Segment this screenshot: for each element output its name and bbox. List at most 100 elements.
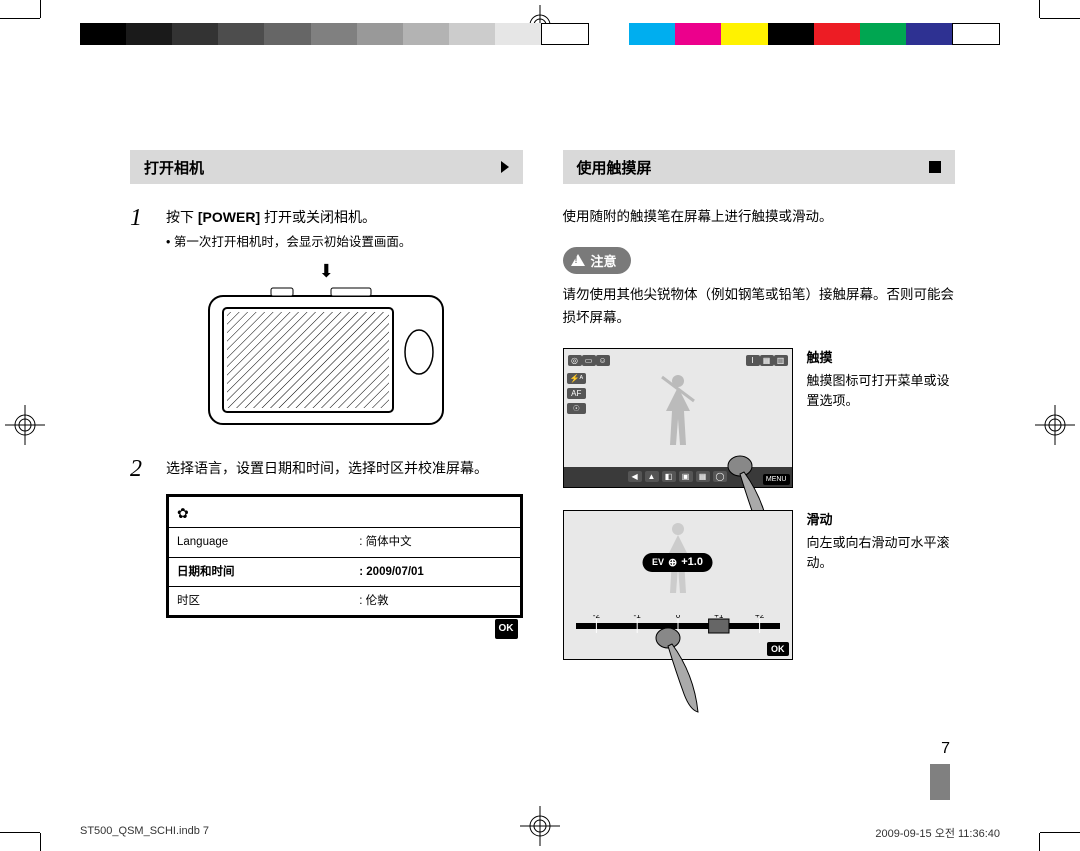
warning-icon [571,254,585,266]
intro-text: 使用随附的触摸笔在屏幕上进行触摸或滑动。 [563,206,956,229]
stylus-icon [654,624,702,714]
right-column: 使用触摸屏 使用随附的触摸笔在屏幕上进行触摸或滑动。 注意 请勿使用其他尖锐物体… [563,150,956,771]
crop-mark [40,0,41,18]
gear-icon: ✿ [169,497,520,528]
footer-right: 2009-09-15 오전 11:36:40 [875,825,1000,841]
touch-desc: 触摸 触摸图标可打开菜单或设置选项。 [807,348,956,412]
slide-title: 滑动 [807,510,956,531]
crop-mark [1039,0,1040,18]
text: 打开或关闭相机。 [260,209,376,225]
lcd-touch: ◎▭☺ I▦▥ ⚡ᴬAF☉ ◀▲◧▣▦◯ MENU [563,348,793,488]
crop-mark [1040,18,1080,19]
caution-label: 注意 [591,251,617,270]
settings-table: Language: 简体中文日期和时间: 2009/07/01时区: 伦敦 [169,528,520,615]
step-body: 按下 [POWER] 打开或关闭相机。 • 第一次打开相机时，会显示初始设置画面… [166,206,523,252]
down-arrow-icon: ⬇ [130,262,523,280]
crop-mark [0,832,40,833]
camera-illustration: ⬇ [130,262,523,437]
svg-text:+2: +2 [754,615,764,620]
settings-row: 时区: 伦敦 [169,586,520,615]
swatch [629,23,675,45]
ev-badge: EV ⊕+1.0 [642,553,713,572]
step-sub-text: • 第一次打开相机时，会显示初始设置画面。 [166,232,523,252]
lcd-icon: ▦ [760,355,774,366]
slide-example: EV ⊕+1.0 -2-10+1+2 OK [563,510,956,660]
settings-label: Language [169,528,351,557]
caution-badge: 注意 [563,247,631,274]
svg-text:-1: -1 [633,615,641,620]
crop-mark [1039,833,1040,851]
settings-label: 时区 [169,586,351,615]
page-tab [930,764,950,800]
step-main-text: 选择语言，设置日期和时间，选择时区并校准屏幕。 [166,457,523,479]
swatch [675,23,721,45]
lcd-icon: I [746,355,760,366]
touch-example: ◎▭☺ I▦▥ ⚡ᴬAF☉ ◀▲◧▣▦◯ MENU [563,348,956,488]
step-1: 1 按下 [POWER] 打开或关闭相机。 • 第一次打开相机时，会显示初始设置… [130,206,523,252]
lcd-left-icons: ⚡ᴬ AF ☉ [567,373,587,414]
swatch [403,23,449,45]
step-main-text: 按下 [POWER] 打开或关闭相机。 [166,206,523,228]
printer-color-bar [80,23,1000,45]
registration-mark [5,405,45,445]
swatch [311,23,357,45]
lcd-icon: ▭ [582,355,596,366]
settings-value: : 2009/07/01 [351,557,519,586]
step-body: 选择语言，设置日期和时间，选择时区并校准屏幕。 ✿ Language: 简体中文… [166,457,523,618]
settings-value: : 伦敦 [351,586,519,615]
print-footer: ST500_QSM_SCHI.indb 7 2009-09-15 오전 11:3… [80,825,1000,841]
crop-mark [0,18,40,19]
swatch [814,23,860,45]
svg-text:0: 0 [675,615,680,620]
settings-screen: ✿ Language: 简体中文日期和时间: 2009/07/01时区: 伦敦 … [166,494,523,619]
swatch [721,23,767,45]
ok-badge: OK [767,642,789,656]
settings-row: 日期和时间: 2009/07/01 [169,557,520,586]
step-number: 2 [130,457,152,618]
ev-label: EV [652,557,664,567]
swatch [172,23,218,45]
page-number: 7 [941,740,950,758]
camera-svg [201,282,451,432]
footer-left: ST500_QSM_SCHI.indb 7 [80,825,209,841]
settings-value: : 简体中文 [351,528,519,557]
step-number: 1 [130,206,152,252]
registration-mark [1035,405,1075,445]
swatch [495,23,541,45]
slide-text: 向左或向右滑动可水平滚动。 [807,533,956,575]
page-content: 打开相机 1 按下 [POWER] 打开或关闭相机。 • 第一次打开相机时，会显… [130,150,955,771]
crop-mark [1040,832,1080,833]
slide-desc: 滑动 向左或向右滑动可水平滚动。 [807,510,956,574]
swatch [218,23,264,45]
crop-mark [40,833,41,851]
swatch [80,23,126,45]
section-header-power-on: 打开相机 [130,150,523,184]
section-title: 打开相机 [144,157,204,178]
ok-badge: OK [495,619,518,639]
lcd-icon: ☺ [596,355,610,366]
lcd-icon: ▲ [645,471,659,482]
settings-row: Language: 简体中文 [169,528,520,557]
stop-icon [929,161,941,173]
left-column: 打开相机 1 按下 [POWER] 打开或关闭相机。 • 第一次打开相机时，会显… [130,150,523,771]
section-title: 使用触摸屏 [577,157,652,178]
text: 按下 [166,209,198,225]
swatch [449,23,495,45]
lcd-icon: ☉ [567,403,587,414]
svg-text:-2: -2 [592,615,600,620]
settings-label: 日期和时间 [169,557,351,586]
lcd-icon: ⚡ᴬ [567,373,587,384]
touch-title: 触摸 [807,348,956,369]
person-silhouette-icon [658,371,698,451]
lcd-slide: EV ⊕+1.0 -2-10+1+2 OK [563,510,793,660]
swatch [860,23,906,45]
swatch [264,23,310,45]
lcd-icon: ◧ [662,471,676,482]
swatch [768,23,814,45]
lcd-icon: AF [567,388,587,399]
swatch [357,23,403,45]
lcd-icon: ▦ [696,471,710,482]
lcd-icon: ◀ [628,471,642,482]
lcd-icon: ▣ [679,471,693,482]
swatch [541,23,589,45]
